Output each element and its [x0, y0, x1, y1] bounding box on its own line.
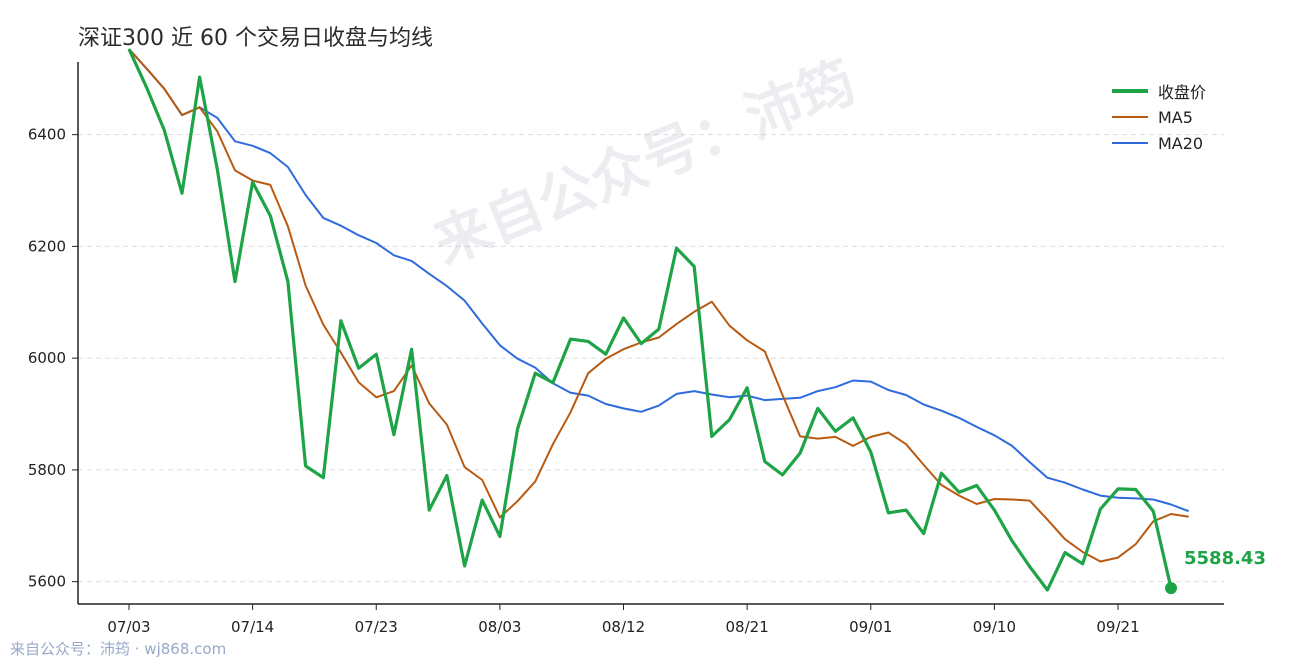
x-tick-label: 09/01: [849, 618, 892, 636]
footer-credit: 来自公众号：沛筠 · wj868.com: [10, 640, 227, 658]
y-tick-label: 6400: [28, 126, 66, 144]
y-tick-label: 5600: [28, 573, 66, 591]
legend-label-ma5: MA5: [1158, 107, 1193, 127]
last-point-marker: [1165, 582, 1177, 595]
legend-swatch-ma5: [1112, 116, 1148, 118]
legend-label-close: 收盘价: [1158, 83, 1207, 102]
legend-item-close: 收盘价: [1112, 78, 1206, 104]
legend-item-ma20: MA20: [1112, 130, 1206, 156]
x-tick-label: 09/10: [973, 618, 1016, 636]
x-tick-label: 07/23: [355, 618, 398, 636]
series-line-ma5: [128, 48, 1189, 563]
x-tick-label: 07/03: [107, 618, 150, 636]
legend-label-ma20: MA20: [1158, 133, 1204, 153]
legend: 收盘价 MA5 MA20: [1112, 78, 1206, 156]
y-tick-label: 6200: [28, 237, 66, 255]
y-tick-label: 6000: [28, 349, 66, 367]
x-tick-label: 09/21: [1096, 618, 1139, 636]
axes: [72, 62, 1224, 610]
tick-labels: 5600 5800 6000 6200 6400 07/03 07/14 07/23 08/03…: [28, 126, 1140, 636]
grid-lines: [78, 134, 1224, 583]
y-tick-label: 5800: [28, 461, 66, 479]
series-lines: [127, 48, 1190, 595]
legend-swatch-ma20: [1112, 142, 1148, 144]
x-tick-label: 08/12: [602, 618, 645, 636]
legend-item-ma5: MA5: [1112, 104, 1206, 130]
chart-title: 深证300 近 60 个交易日收盘与均线: [78, 26, 433, 51]
series-line-close: [127, 48, 1173, 592]
legend-swatch-close: [1112, 89, 1148, 93]
last-value-label: 5588.43: [1184, 548, 1266, 569]
x-tick-label: 07/14: [231, 618, 274, 636]
x-tick-label: 08/21: [726, 618, 769, 636]
series-line-ma20: [128, 48, 1190, 513]
x-tick-label: 08/03: [478, 618, 521, 636]
